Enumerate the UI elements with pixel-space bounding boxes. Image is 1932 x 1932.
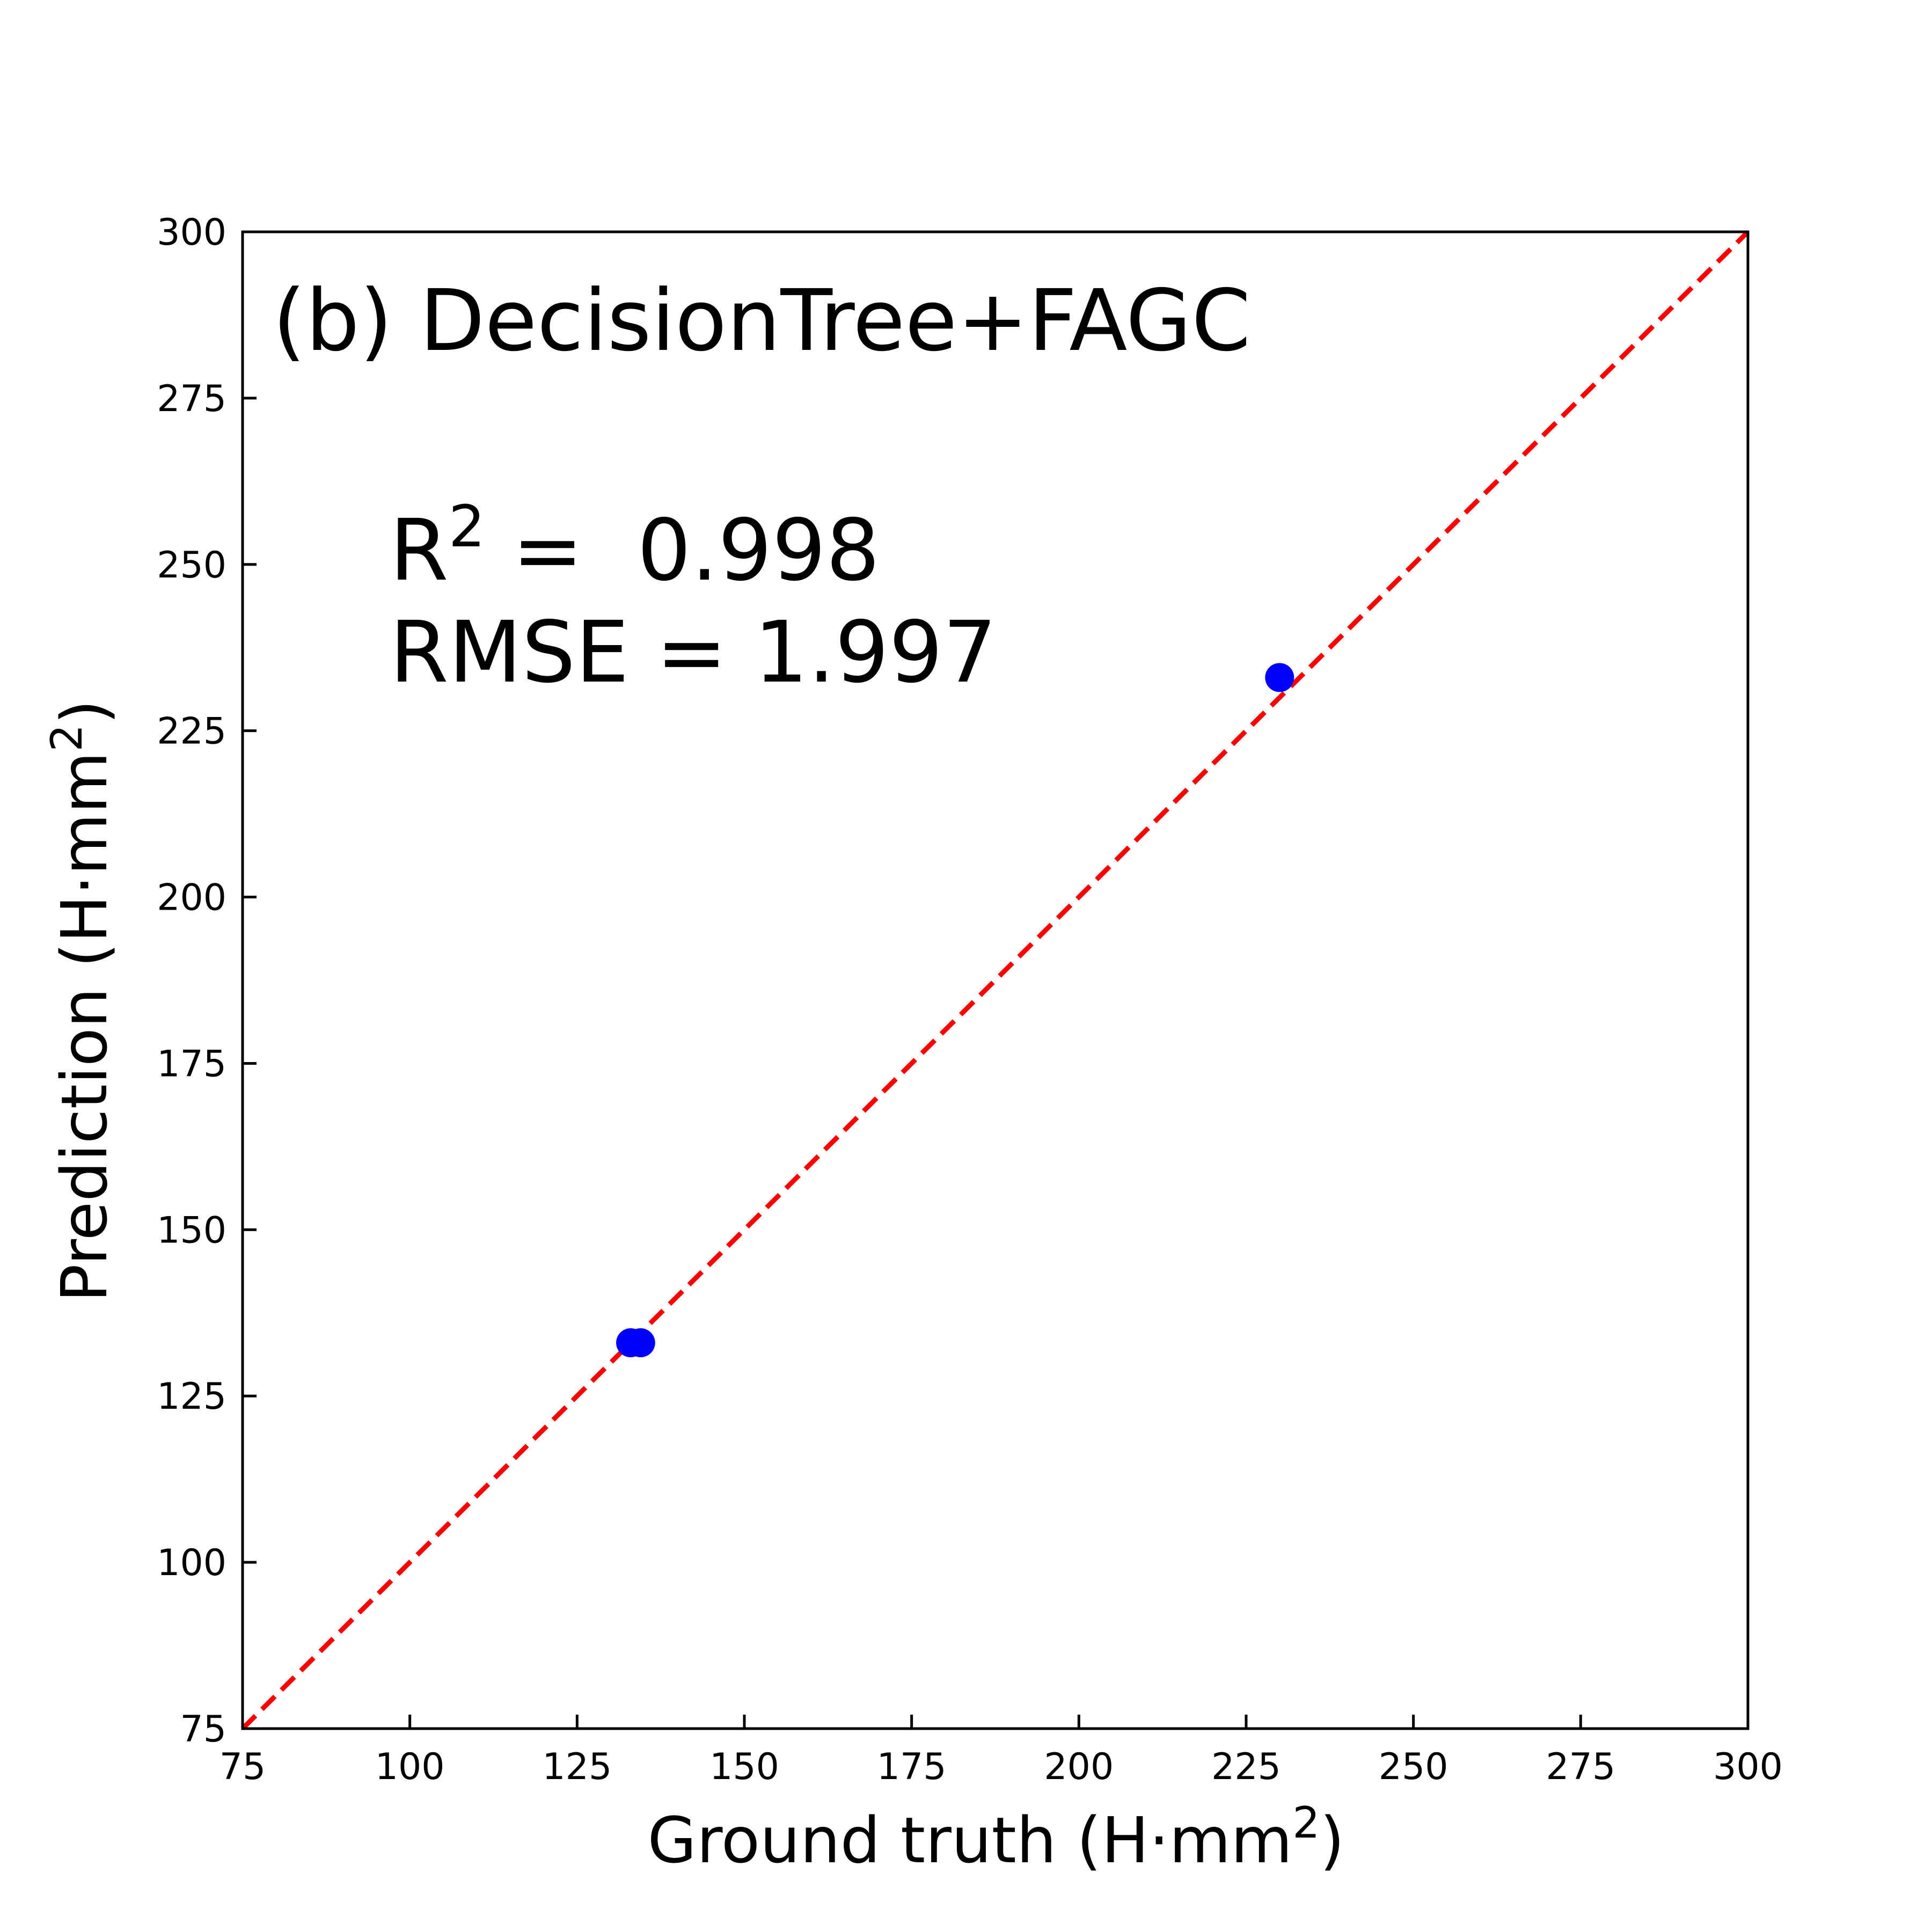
r2-value: = 0.998 [485,501,880,600]
x-axis-title-close: ) [1320,1803,1344,1877]
plot-frame [241,230,1750,1730]
r2-superscript: 2 [449,493,485,560]
x-tick-label: 225 [1211,1746,1281,1788]
y-axis-title: Prediction (H·mm2) [42,700,121,1302]
r2-annotation: R2 = 0.998 [390,493,880,600]
x-tick-label: 250 [1379,1746,1448,1788]
x-tick-label: 300 [1713,1746,1783,1788]
r2-symbol: R [390,501,449,600]
x-tick-label: 275 [1546,1746,1615,1788]
data-point [1265,663,1294,692]
y-tick-label: 125 [157,1375,226,1418]
x-axis-title-text: Ground truth (H·mm [648,1803,1293,1877]
data-points [616,663,1294,1358]
x-tick-label: 125 [542,1746,612,1788]
y-axis-title-text: Prediction (H·mm [47,752,121,1302]
y-tick-label: 250 [157,544,226,587]
y-tick-label: 300 [157,211,226,254]
y-tick-label: 200 [157,877,226,919]
x-tick-label: 200 [1044,1746,1114,1788]
y-tick-label: 275 [157,378,226,420]
axis-ticks: 75 100 125 150 175 200 225 250 275 300 75 100 125 150… [157,211,1783,1788]
rmse-annotation: RMSE = 1.997 [390,603,997,702]
data-point [626,1328,655,1358]
x-tick-label: 75 [219,1746,266,1788]
x-tick-label: 150 [709,1746,779,1788]
x-axis-title: Ground truth (H·mm2) [648,1798,1345,1877]
y-axis-title-superscript: 2 [42,724,92,752]
y-tick-label: 225 [157,711,226,753]
identity-reference-line [240,230,1750,1731]
y-axis-title-close: ) [47,700,121,724]
x-tick-label: 100 [375,1746,445,1788]
y-tick-label: 100 [157,1542,226,1584]
x-tick-label: 175 [877,1746,947,1788]
x-axis-title-superscript: 2 [1292,1798,1320,1848]
y-tick-label: 75 [180,1708,226,1751]
y-tick-label: 150 [157,1209,226,1252]
y-tick-label: 175 [157,1043,226,1085]
panel-title: (b) DecisionTree+FAGC [273,272,1250,370]
